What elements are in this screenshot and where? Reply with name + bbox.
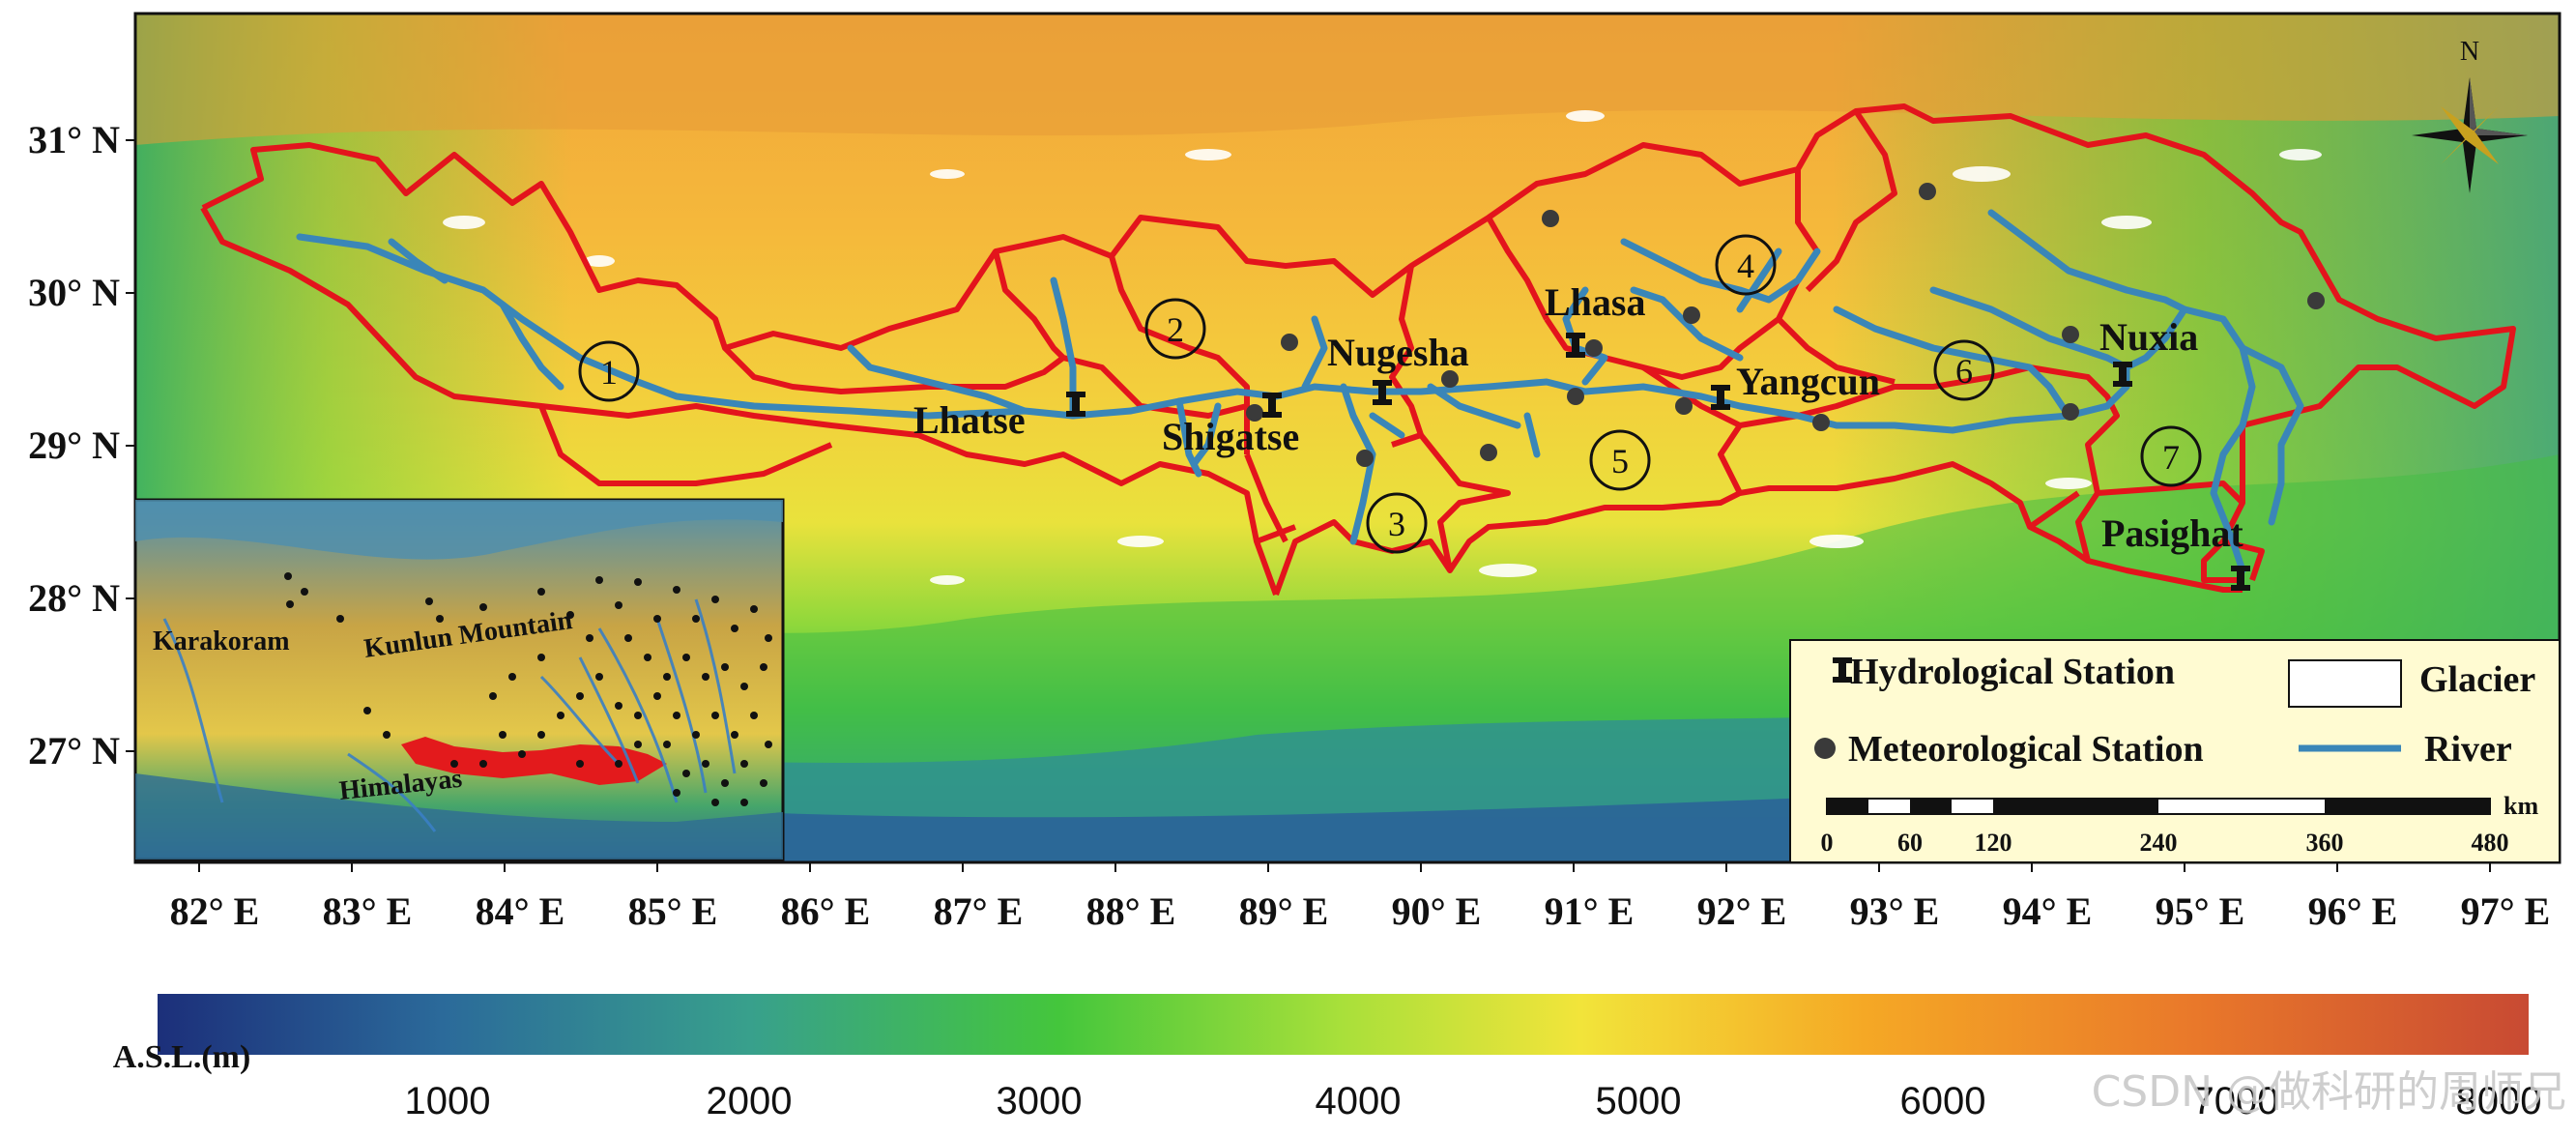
- lon-label: 87° E: [934, 889, 1024, 933]
- label-lhasa: Lhasa: [1545, 280, 1646, 324]
- colorbar-tick: 3000: [997, 1080, 1083, 1122]
- latitude-labels: 31° N 30° N 29° N 28° N 27° N: [28, 118, 120, 772]
- place-labels: Lhatse Shigatse Nugesha Lhasa Yangcun Nu…: [913, 280, 2243, 555]
- lon-label: 94° E: [2003, 889, 2093, 933]
- scale-tick: 120: [1975, 829, 2012, 857]
- legend-hydro-label: Hydrological Station: [1850, 652, 2175, 692]
- colorbar-tick: 7000: [2193, 1080, 2279, 1122]
- legend-river-label: River: [2424, 729, 2512, 770]
- scale-tick: 360: [2306, 829, 2344, 857]
- basin-6-marker: 6: [1933, 339, 1995, 401]
- north-arrow: N: [2412, 37, 2528, 193]
- scale-tick: 240: [2140, 829, 2178, 857]
- label-shigatse: Shigatse: [1162, 415, 1299, 458]
- hydrological-stations: [1066, 333, 2250, 591]
- svg-text:4: 4: [1737, 247, 1754, 285]
- scale-bar: km 0 60 120 240 360 480: [1821, 792, 2539, 857]
- lon-label: 84° E: [476, 889, 565, 933]
- basin-markers: 1 2 3 4 5 6 7: [578, 234, 2202, 554]
- label-lhatse: Lhatse: [913, 398, 1026, 442]
- watermark: CSDN @做科研的周师兄: [2091, 1067, 2566, 1117]
- label-nuxia: Nuxia: [2099, 315, 2198, 359]
- lon-label: 92° E: [1697, 889, 1787, 933]
- meteorological-stations: [1246, 183, 2325, 467]
- legend-meteo-label: Meteorological Station: [1848, 729, 2204, 770]
- lat-label: 28° N: [28, 576, 120, 620]
- label-pasighat: Pasighat: [2101, 511, 2243, 555]
- label-nugesha: Nugesha: [1327, 331, 1469, 374]
- legend-glacier-symbol: [2288, 659, 2402, 708]
- north-label: N: [2460, 37, 2479, 67]
- svg-text:6: 6: [1955, 352, 1973, 391]
- basin-1-marker: 1: [578, 340, 640, 402]
- inset-map: Karakoram Kunlun Mountain Himalayas: [133, 498, 785, 861]
- lat-label: 30° N: [28, 271, 120, 314]
- legend-glacier-label: Glacier: [2419, 659, 2535, 700]
- label-yangcun: Yangcun: [1736, 360, 1880, 403]
- longitude-labels: 82° E 83° E 84° E 85° E 86° E 87° E 88° …: [170, 889, 2551, 933]
- inset-label-karakoram: Karakoram: [153, 626, 290, 656]
- lon-label: 86° E: [781, 889, 871, 933]
- lon-label: 82° E: [170, 889, 260, 933]
- legend-meteo-symbol: [1814, 738, 1836, 759]
- svg-text:5: 5: [1611, 442, 1629, 481]
- svg-text:3: 3: [1388, 505, 1405, 543]
- colorbar-tick: 2000: [707, 1080, 793, 1122]
- lon-label: 83° E: [323, 889, 413, 933]
- scale-unit: km: [2504, 792, 2538, 820]
- lon-label: 96° E: [2308, 889, 2398, 933]
- lat-label: 29° N: [28, 423, 120, 467]
- svg-text:7: 7: [2162, 438, 2180, 477]
- lat-label: 31° N: [28, 118, 120, 161]
- elevation-colorbar: A.S.L.(m) 1000 2000 3000 4000 5000 6000 …: [113, 994, 2542, 1122]
- lon-label: 93° E: [1850, 889, 1940, 933]
- colorbar-tick: 4000: [1316, 1080, 1402, 1122]
- lon-label: 89° E: [1239, 889, 1329, 933]
- svg-text:2: 2: [1167, 310, 1184, 349]
- colorbar-tick: 6000: [1900, 1080, 1986, 1122]
- basin-4-marker: 4: [1715, 234, 1777, 296]
- basin-boundaries: [200, 103, 2516, 597]
- map-frame: [133, 12, 2562, 864]
- colorbar-tick: 8000: [2456, 1080, 2542, 1122]
- svg-text:1: 1: [600, 353, 618, 392]
- lon-label: 88° E: [1086, 889, 1176, 933]
- legend-hydro-symbol: [1833, 657, 1852, 683]
- legend: Hydrological Station Meteorological Stat…: [1789, 639, 2561, 863]
- scale-tick: 0: [1821, 829, 1834, 857]
- lon-label: 85° E: [628, 889, 718, 933]
- basin-3-marker: 3: [1366, 492, 1428, 554]
- basin-2-marker: 2: [1144, 298, 1206, 360]
- colorbar-label: A.S.L.(m): [113, 1039, 251, 1075]
- lon-label: 97° E: [2461, 889, 2551, 933]
- scale-tick: 60: [1897, 829, 1923, 857]
- colorbar-tick: 5000: [1596, 1080, 1682, 1122]
- lat-label: 27° N: [28, 729, 120, 772]
- basin-5-marker: 5: [1589, 429, 1651, 491]
- lon-label: 95° E: [2156, 889, 2245, 933]
- scale-tick: 480: [2472, 829, 2509, 857]
- colorbar-tick: 1000: [405, 1080, 491, 1122]
- basin-7-marker: 7: [2140, 425, 2202, 487]
- longitude-ticks: [198, 862, 2491, 872]
- lon-label: 90° E: [1392, 889, 1482, 933]
- lon-label: 91° E: [1545, 889, 1635, 933]
- latitude-ticks: [126, 139, 135, 752]
